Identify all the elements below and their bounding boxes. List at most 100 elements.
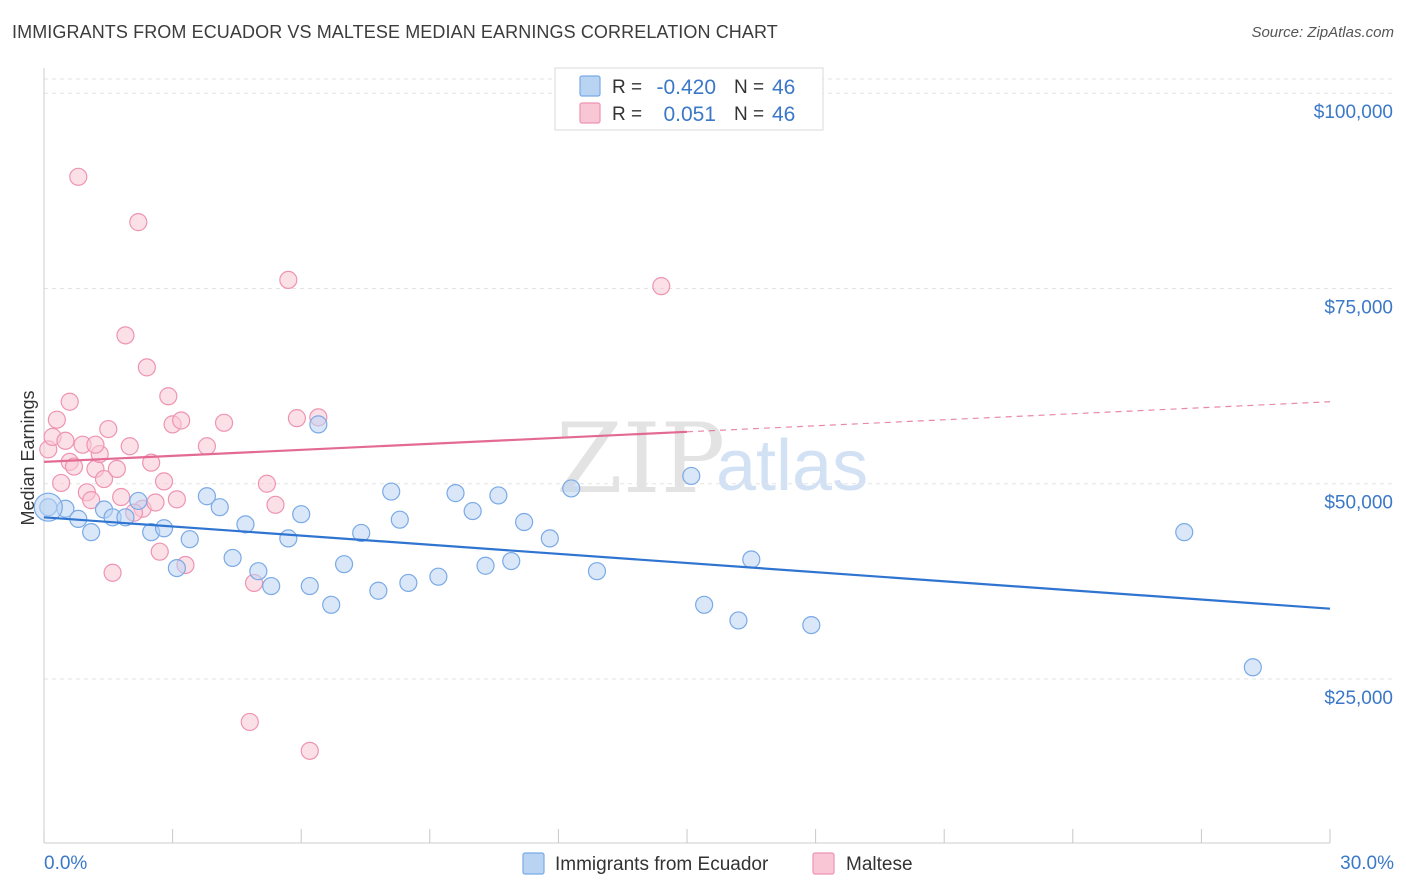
- point-maltese: [60, 392, 79, 411]
- legend-r-value-1: -0.420: [656, 76, 716, 99]
- chart-source: Source: ZipAtlas.com: [1251, 24, 1394, 41]
- point-maltese: [99, 419, 118, 439]
- series-ecuador-points: [33, 415, 1262, 677]
- point-maltese: [94, 469, 114, 489]
- point-ecuador: [1243, 658, 1262, 677]
- legend-n-value-2: 46: [772, 103, 795, 126]
- legend-swatch-ecuador: [579, 75, 601, 97]
- point-maltese: [287, 409, 307, 428]
- point-ecuador: [262, 576, 281, 596]
- point-maltese: [300, 741, 319, 760]
- point-maltese: [86, 435, 105, 454]
- point-maltese: [82, 491, 101, 510]
- point-ecuador: [180, 530, 199, 549]
- point-ecuador: [82, 523, 101, 542]
- point-maltese: [142, 453, 161, 472]
- point-maltese: [129, 213, 148, 232]
- point-ecuador: [197, 487, 216, 506]
- bottom-legend-swatch-ecuador: [522, 852, 545, 875]
- point-ecuador: [249, 562, 268, 581]
- x-tick-label-right: 30.0%: [1340, 853, 1394, 874]
- point-maltese: [279, 270, 298, 289]
- point-ecuador: [223, 548, 242, 568]
- point-ecuador: [587, 562, 607, 581]
- series-legend: Immigrants from Ecuador Maltese: [522, 852, 913, 875]
- legend-swatch-maltese: [579, 102, 601, 124]
- trend-lines: [43, 401, 1331, 610]
- point-maltese: [257, 474, 277, 493]
- point-ecuador: [446, 484, 465, 503]
- point-ecuador: [515, 512, 534, 532]
- point-ecuador-large: [33, 492, 63, 522]
- point-ecuador: [309, 415, 328, 434]
- bottom-legend-label-maltese: Maltese: [846, 854, 913, 875]
- point-ecuador: [382, 482, 401, 501]
- chart-title: IMMIGRANTS FROM ECUADOR VS MALTESE MEDIA…: [12, 22, 778, 42]
- point-ecuador: [476, 556, 495, 575]
- point-maltese: [64, 457, 84, 476]
- watermark-atlas: atlas: [716, 426, 868, 506]
- point-maltese: [154, 472, 174, 491]
- point-ecuador: [489, 486, 508, 505]
- point-maltese: [47, 410, 66, 429]
- point-ecuador: [369, 581, 388, 600]
- point-ecuador: [502, 551, 521, 571]
- bottom-legend-swatch-maltese: [812, 852, 835, 875]
- point-maltese: [112, 487, 131, 507]
- y-tick-label: $75,000: [1324, 297, 1393, 318]
- point-ecuador: [352, 523, 371, 543]
- point-ecuador: [695, 595, 714, 614]
- y-tick-label: $100,000: [1314, 102, 1393, 123]
- point-maltese: [120, 437, 139, 456]
- point-ecuador: [292, 505, 311, 524]
- point-maltese: [103, 563, 122, 582]
- point-maltese: [69, 167, 88, 186]
- legend-n-label-2: N =: [734, 104, 764, 125]
- point-ecuador: [154, 519, 174, 538]
- point-maltese: [56, 431, 75, 450]
- point-ecuador: [463, 501, 482, 521]
- point-maltese: [52, 473, 71, 493]
- trend-line-ecuador-solid: [43, 516, 1331, 610]
- series-maltese-points: [39, 167, 671, 760]
- point-ecuador: [334, 555, 354, 574]
- point-maltese: [137, 358, 156, 377]
- point-maltese: [146, 493, 165, 512]
- legend-r-value-2: 0.051: [663, 103, 716, 126]
- point-ecuador: [399, 573, 418, 593]
- point-ecuador: [562, 479, 581, 498]
- point-maltese: [107, 459, 126, 479]
- grid-lines: [44, 78, 1392, 680]
- point-maltese: [652, 277, 671, 296]
- point-ecuador: [300, 576, 319, 596]
- point-ecuador: [802, 616, 821, 635]
- point-ecuador: [540, 529, 559, 548]
- y-tick-label: $50,000: [1324, 493, 1393, 514]
- point-maltese: [197, 437, 216, 456]
- y-tick-label: $25,000: [1324, 688, 1393, 709]
- legend-r-label-1: R =: [612, 77, 642, 98]
- point-maltese: [116, 326, 135, 345]
- legend-n-label-1: N =: [734, 77, 764, 98]
- point-maltese: [150, 542, 169, 561]
- point-ecuador: [742, 550, 761, 569]
- trend-line-maltese-dashed: [686, 401, 1331, 433]
- point-ecuador: [322, 595, 341, 614]
- point-ecuador: [116, 508, 135, 527]
- watermark-zip: ZIP: [556, 403, 725, 515]
- y-tick-labels: $25,000 $50,000 $75,000 $100,000: [1314, 102, 1393, 709]
- point-ecuador: [390, 510, 409, 529]
- point-ecuador: [429, 567, 448, 586]
- point-maltese: [159, 387, 178, 406]
- point-ecuador: [682, 466, 701, 486]
- point-maltese: [266, 495, 285, 514]
- point-ecuador: [167, 558, 186, 578]
- point-maltese: [172, 411, 191, 430]
- bottom-legend-label-ecuador: Immigrants from Ecuador: [555, 854, 769, 875]
- point-ecuador: [729, 611, 748, 630]
- point-maltese: [240, 712, 259, 732]
- point-ecuador: [236, 515, 255, 534]
- point-ecuador: [129, 491, 148, 511]
- legend-n-value-1: 46: [772, 76, 795, 99]
